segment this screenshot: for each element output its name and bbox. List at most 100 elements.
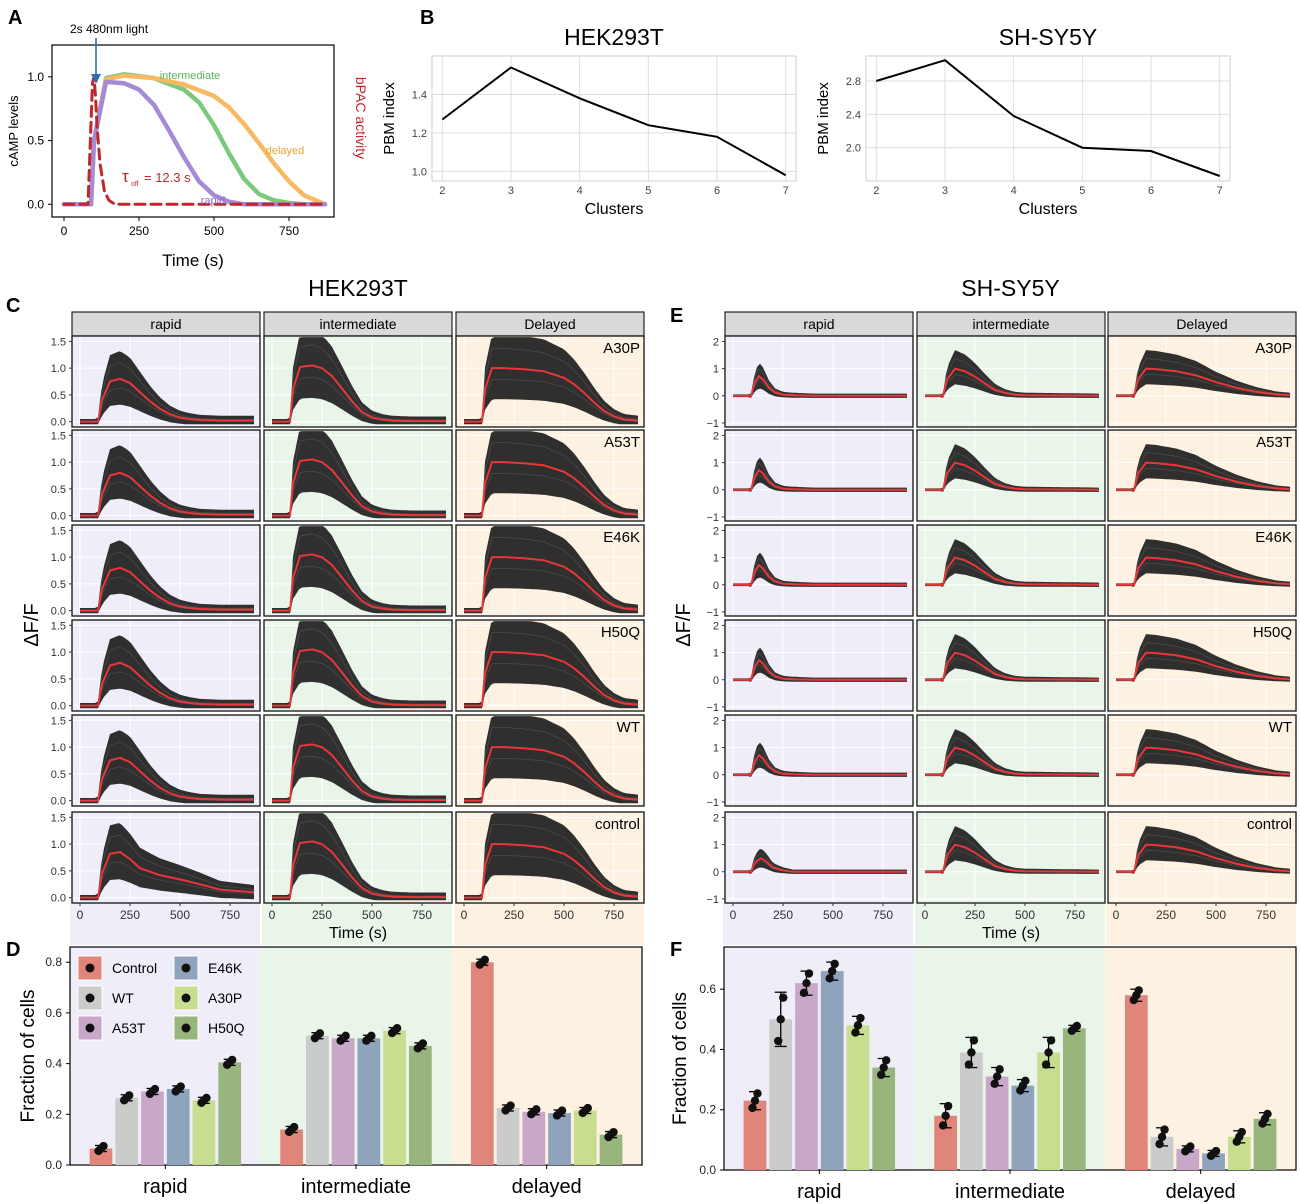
c-facet-border — [71, 335, 261, 428]
panel-b2-frame — [865, 55, 1231, 182]
c-ytick-label: 1.0 — [51, 363, 66, 375]
e-strip — [916, 311, 1106, 337]
c-facet — [263, 429, 453, 522]
c-ytick-label: 1.0 — [51, 647, 66, 659]
e-trace-line — [1116, 737, 1291, 776]
c-facet-border — [263, 714, 453, 807]
e-row-label: A30P — [1255, 340, 1292, 357]
c-facet — [455, 811, 645, 904]
e-facet — [916, 429, 1106, 522]
c-mean-line — [464, 556, 639, 612]
e-ytick-label: −1 — [706, 607, 719, 619]
e-facet-border — [724, 714, 914, 807]
c-facet — [263, 811, 453, 904]
c-facet-border — [455, 811, 645, 904]
c-xtick-label: 500 — [554, 908, 574, 922]
c-xtick-label: 0 — [77, 908, 84, 922]
e-mean-line — [925, 651, 1100, 681]
e-xtick-label: 500 — [823, 908, 843, 922]
e-trace-bundle — [925, 729, 1099, 777]
c-mean-line — [272, 553, 446, 612]
e-facet — [1107, 714, 1297, 807]
c-mean-line — [80, 756, 254, 802]
panel-b1-xtick-label: 5 — [645, 185, 651, 197]
c-mean-line — [464, 651, 639, 707]
e-facet-border — [916, 429, 1106, 522]
e-facet — [1107, 335, 1297, 428]
c-trace-bundle — [272, 337, 446, 425]
e-facet — [724, 619, 914, 712]
d-ytick-label: 0.0 — [45, 1158, 62, 1172]
c-facet-border — [455, 619, 645, 712]
panel-letter-A: A — [8, 7, 22, 29]
panel-b1-xtick-label: 2 — [439, 185, 445, 197]
e-xtick-label: 750 — [1065, 908, 1085, 922]
panel-b1-ytick-label: 1.2 — [412, 128, 427, 140]
f-bar-wt-intermediate — [960, 1052, 983, 1170]
f-bar-e46k-rapid — [820, 971, 844, 1170]
panel-b2-xtick-label: 2 — [873, 185, 879, 197]
panel-b2-ylabel: PBM index — [815, 82, 832, 155]
f-point — [804, 969, 814, 978]
f-point — [879, 1063, 888, 1072]
e-trace-bundle — [925, 444, 1099, 492]
c-facet — [71, 714, 261, 807]
c-trace-line — [464, 442, 639, 516]
e-strip-label: Delayed — [1176, 316, 1227, 332]
e-mean-line — [925, 556, 1100, 586]
e-row-label: H50Q — [1253, 624, 1292, 641]
c-mean-line — [272, 743, 446, 802]
panel-a-line-bpac — [62, 75, 327, 206]
e-ytick-label: 1 — [713, 458, 719, 470]
f-xtick-label: delayed — [1166, 1181, 1236, 1203]
c-trace-bundle — [272, 813, 446, 901]
c-ytick-label: 1.5 — [51, 430, 66, 442]
c-strip-label: rapid — [150, 316, 181, 332]
f-bar-control-rapid — [743, 1100, 767, 1170]
f-point — [876, 1070, 886, 1079]
d-bar-e46k-rapid — [166, 1088, 190, 1165]
c-trace-bundle — [80, 635, 254, 709]
c-ytick-label: 0.0 — [51, 417, 66, 429]
f-point — [851, 1028, 860, 1037]
e-facet-border — [724, 619, 914, 712]
c-row-label: A53T — [604, 434, 640, 451]
d-legend-swatch — [173, 1015, 199, 1041]
d-legend-dot — [85, 1023, 95, 1033]
c-trace-bundle — [80, 823, 254, 901]
c-mean-line — [80, 471, 254, 517]
c-trace-bundle — [272, 526, 446, 614]
e-trace-bundle — [1116, 444, 1290, 492]
e-ytick-label: 0 — [713, 391, 719, 403]
c-ylabel: ΔF/F — [21, 603, 43, 646]
e-trace-line — [1116, 358, 1291, 397]
d-legend-label: Control — [112, 960, 157, 976]
c-facet — [455, 429, 645, 522]
f-point — [990, 1079, 999, 1089]
c-mean-line — [272, 458, 446, 517]
f-point — [964, 1060, 974, 1069]
c-facet — [71, 524, 261, 617]
d-point — [150, 1084, 160, 1094]
e-row-label: control — [1247, 816, 1292, 833]
c-ytick-label: 0.0 — [51, 893, 66, 905]
d-point — [176, 1082, 185, 1091]
c-mean-line — [80, 851, 255, 899]
c-xtick-label: 0 — [461, 908, 468, 922]
e-mean-line — [1116, 556, 1291, 586]
e-mean-line — [733, 563, 907, 586]
panel-a-ytick-label: 0.5 — [27, 134, 44, 148]
c-ytick-label: 0.5 — [51, 674, 66, 686]
e-ytick-label: 1 — [713, 648, 719, 660]
c-facet-border — [71, 524, 261, 617]
d-point — [315, 1029, 325, 1038]
e-xtick-label: 750 — [1256, 908, 1276, 922]
c-trace-line — [464, 824, 639, 898]
e-facet-border — [1107, 714, 1297, 807]
c-xtick-label: 750 — [604, 908, 624, 922]
f-ytick-label: 0.4 — [699, 1042, 716, 1056]
d-point — [125, 1091, 134, 1100]
c-xtick-label: 500 — [170, 908, 190, 922]
panel-a-label-intermediate: intermediate — [160, 70, 221, 82]
